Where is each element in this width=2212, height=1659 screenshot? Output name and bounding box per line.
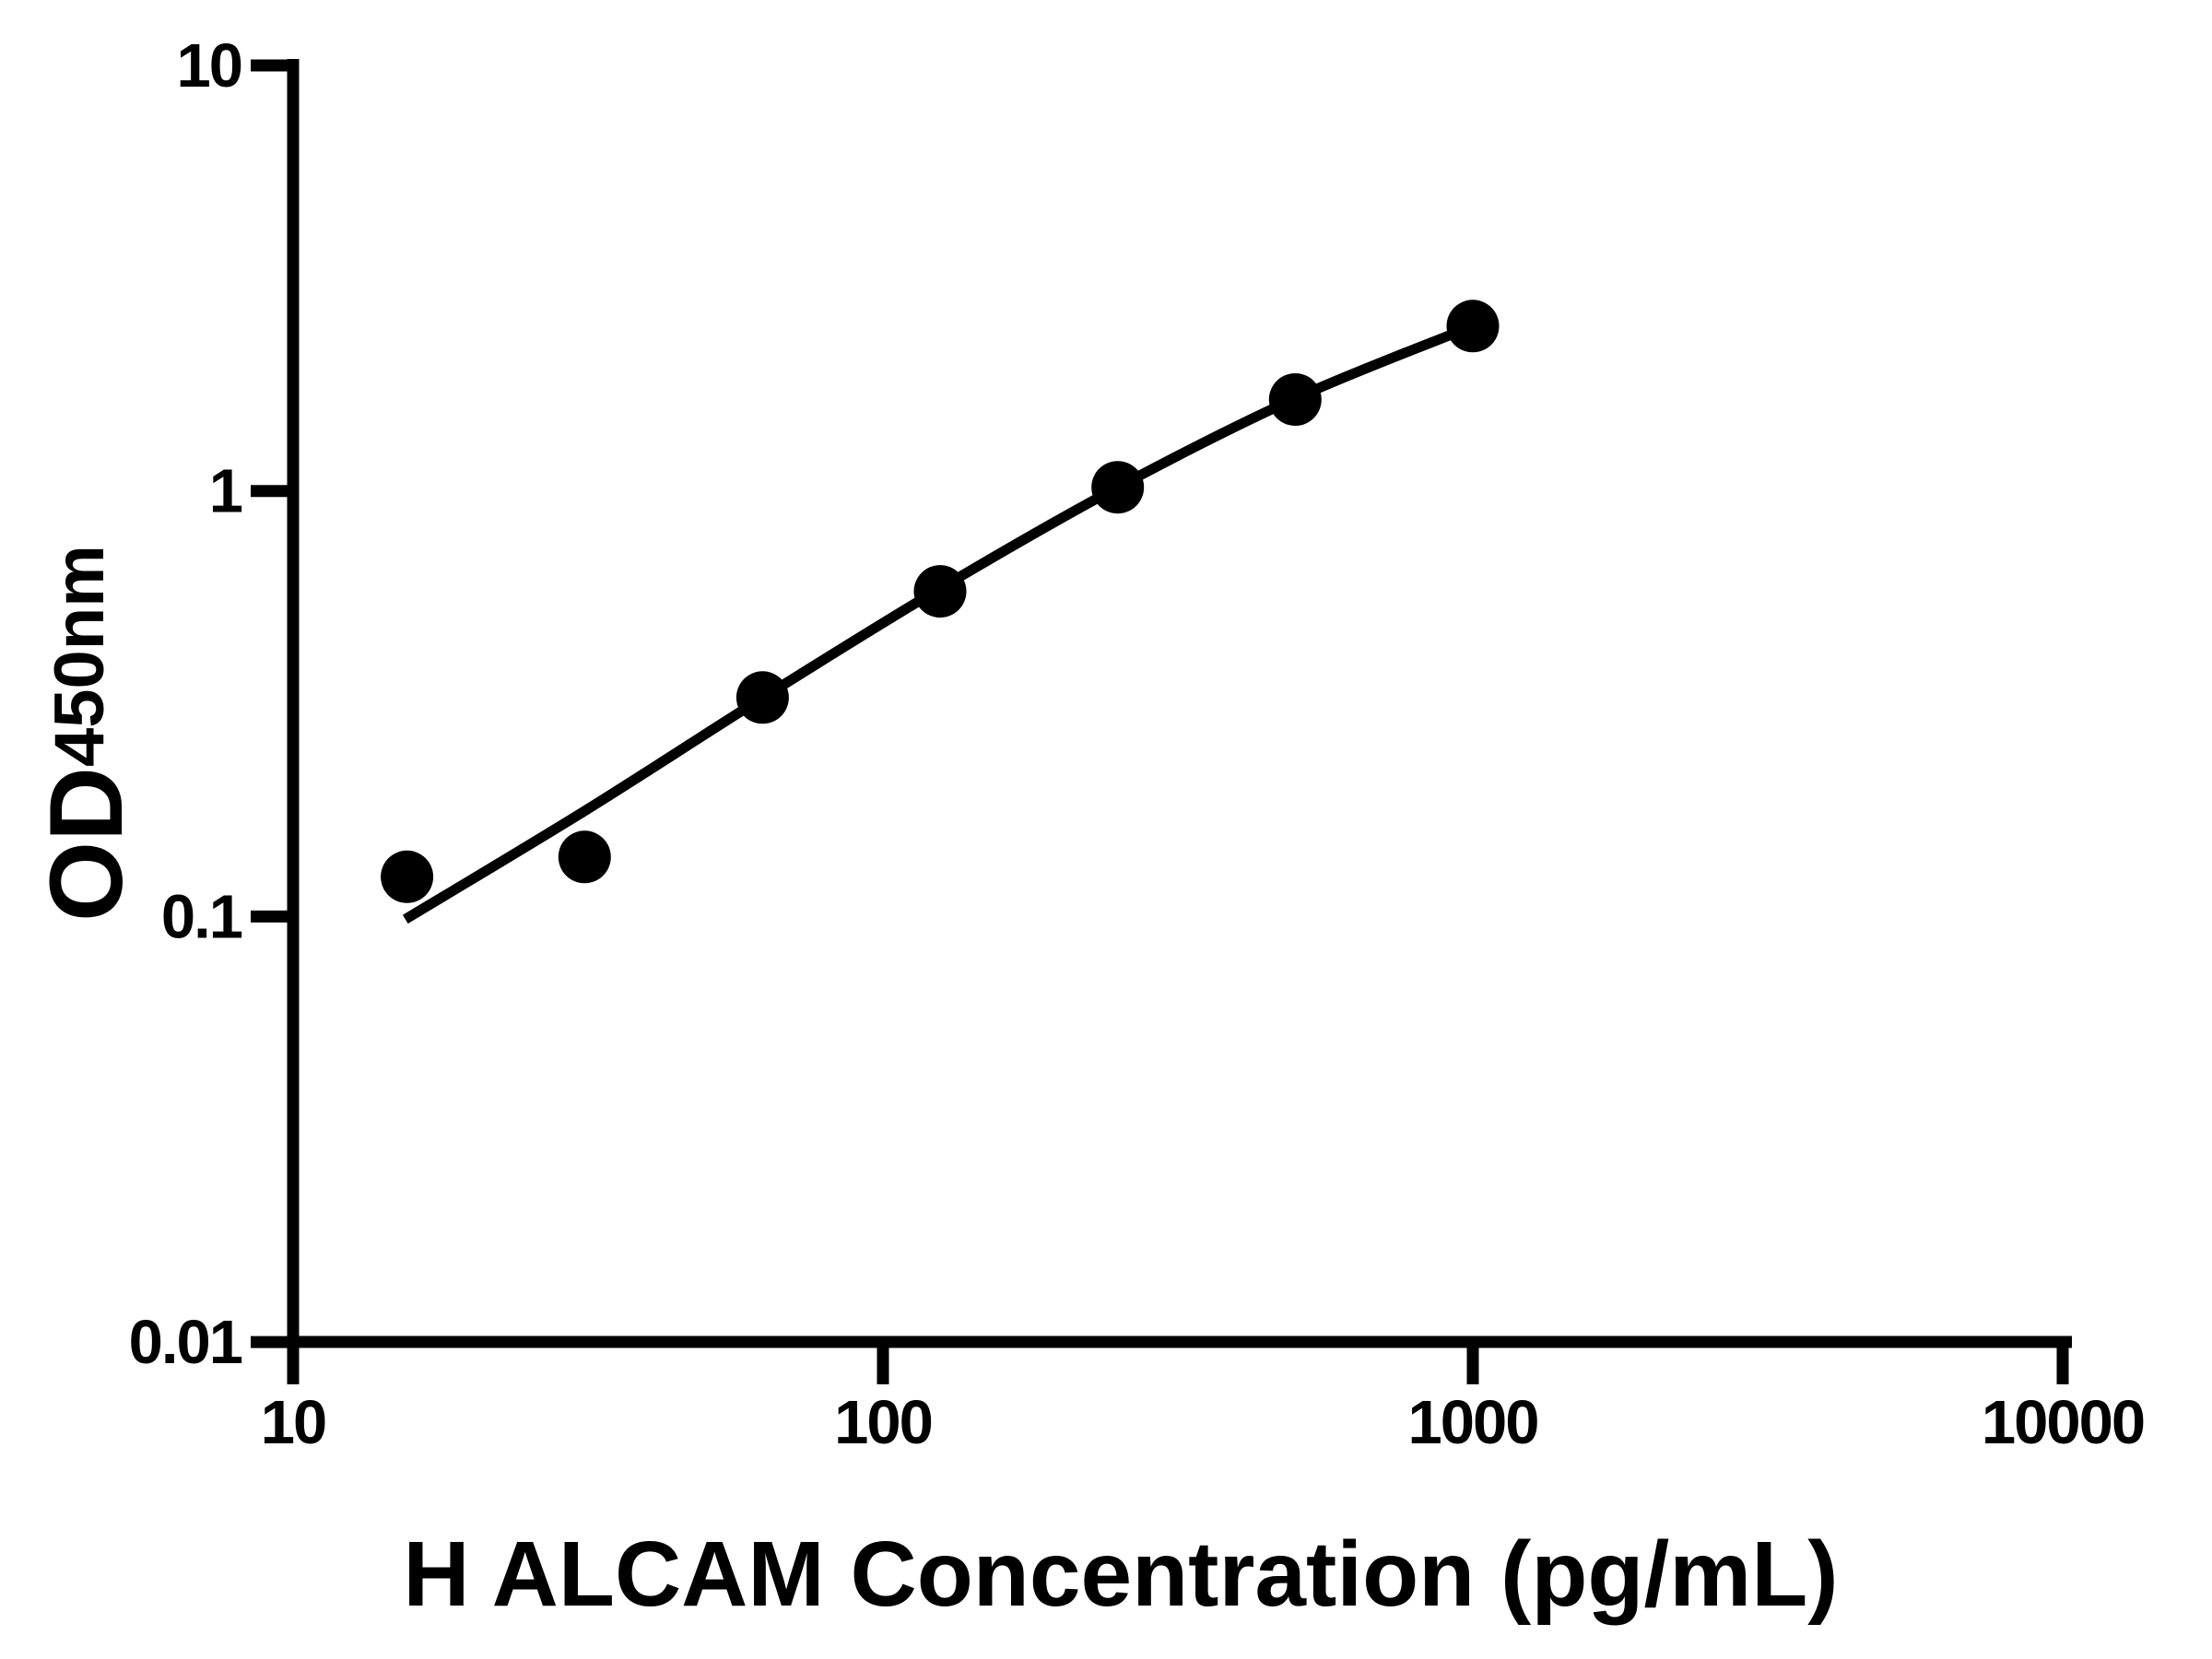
x-axis-title: H ALCAM Concentration (pg/mL) — [403, 1523, 1838, 1626]
y-tick-label: 1 — [209, 457, 242, 526]
data-point — [381, 850, 434, 903]
y-axis-title-base: OD — [29, 767, 144, 922]
x-tick-label-group: 10 100 1000 10000 — [261, 1388, 2146, 1457]
y-tick-label-group: 10 1 0.1 0.01 — [129, 31, 244, 1377]
data-point — [913, 565, 967, 618]
y-tick-group — [251, 59, 293, 1348]
y-tick-label: 0.1 — [161, 882, 242, 951]
data-point — [558, 830, 611, 884]
y-axis-title: OD450nm — [29, 545, 144, 922]
x-tick-label: 10 — [261, 1388, 326, 1457]
data-point — [1446, 300, 1500, 353]
data-point-group — [381, 300, 1500, 903]
data-point — [1091, 461, 1145, 514]
y-tick-label: 10 — [176, 31, 241, 100]
x-tick-label: 100 — [834, 1388, 932, 1457]
y-tick-label: 0.01 — [129, 1308, 242, 1377]
data-point — [1268, 373, 1322, 426]
data-point — [735, 671, 789, 724]
x-tick-label: 10000 — [1982, 1388, 2144, 1457]
y-axis-title-subscript: 450nm — [41, 545, 119, 767]
x-tick-label: 1000 — [1407, 1388, 1537, 1457]
x-tick-group — [287, 1342, 2069, 1384]
